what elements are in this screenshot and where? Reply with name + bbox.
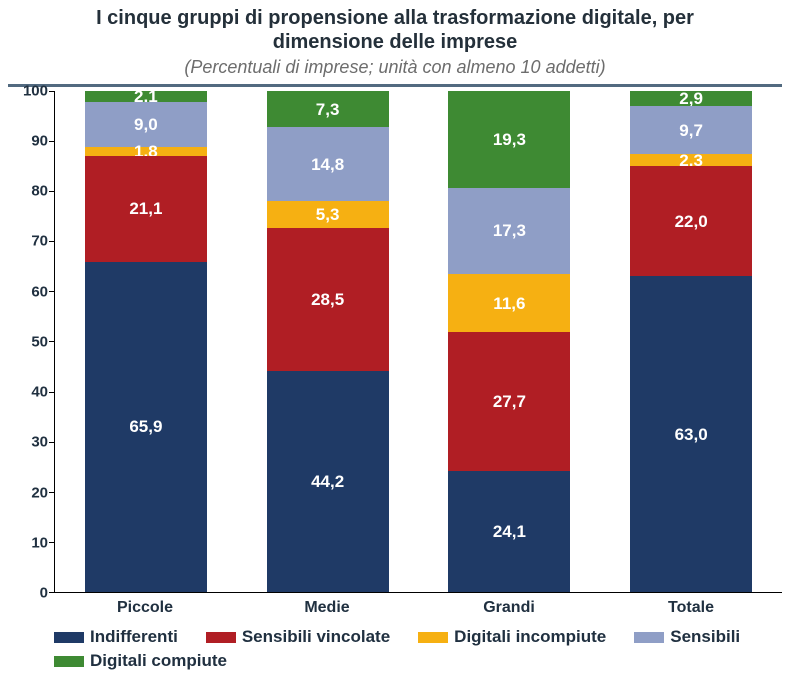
legend-item: Digitali compiute [54,651,227,671]
y-tick [49,341,55,342]
legend-item: Digitali incompiute [418,627,606,647]
y-tick-label: 10 [31,534,48,551]
bar-segment-digitali_compiute: 2,9 [630,91,752,106]
y-tick [49,291,55,292]
bar-value-label: 22,0 [675,213,708,230]
legend-swatch [634,632,664,643]
bar-value-label: 24,1 [493,523,526,540]
y-tick-label: 50 [31,333,48,350]
legend-label: Digitali incompiute [454,627,606,647]
legend-item: Indifferenti [54,627,178,647]
bar-value-label: 9,0 [134,116,158,133]
y-tick-label: 60 [31,283,48,300]
bar-column: 2,9 9,7 2,3 22,0 63,0 [630,91,752,592]
bar-segment-digitali_incompiute: 11,6 [448,274,570,332]
title-rule [8,84,782,87]
chart-area: 0102030405060708090100 2,19,01,821,165,9… [8,91,782,593]
bar-value-label: 27,7 [493,393,526,410]
bar-segment-sensibili_vincolate: 21,1 [85,156,207,262]
chart-title-line2: dimensione delle imprese [273,31,518,53]
y-tick-label: 0 [40,585,48,602]
y-tick [49,241,55,242]
y-tick [49,191,55,192]
y-tick [49,91,55,92]
y-tick-label: 80 [31,183,48,200]
bar-segment-indifferenti: 63,0 [630,276,752,592]
bar-segment-sensibili: 14,8 [267,127,389,201]
y-tick [49,492,55,493]
legend-label: Sensibili [670,627,740,647]
bar-value-label: 7,3 [316,101,340,118]
bars-container: 2,19,01,821,165,97,314,85,328,544,219,31… [55,91,782,592]
x-tick-label: Medie [266,599,388,617]
y-tick-label: 90 [31,133,48,150]
bar-value-label: 17,3 [493,222,526,239]
chart-subtitle: (Percentuali di imprese; unità con almen… [8,57,782,78]
bar-column: 2,1 9,0 1,8 21,1 65,9 [85,91,207,592]
bar-segment-sensibili_vincolate: 28,5 [267,228,389,371]
bar-segment-digitali_incompiute: 5,3 [267,201,389,228]
legend-swatch [206,632,236,643]
legend-label: Sensibili vincolate [242,627,390,647]
x-tick-label: Piccole [84,599,206,617]
x-axis: Piccole Medie Grandi Totale [54,599,782,617]
y-tick-label: 20 [31,484,48,501]
bar-segment-digitali_incompiute: 1,8 [85,147,207,156]
y-tick [49,542,55,543]
legend-swatch [54,632,84,643]
chart-title-line1: I cinque gruppi di propensione alla tras… [96,7,694,29]
legend-label: Digitali compiute [90,651,227,671]
legend-swatch [418,632,448,643]
bar-segment-sensibili: 9,7 [630,106,752,155]
bar-segment-digitali_compiute: 2,1 [85,91,207,102]
bar-segment-digitali_compiute: 19,3 [448,91,570,188]
chart-title: I cinque gruppi di propensione alla tras… [8,6,782,55]
y-tick [49,592,55,593]
bar-segment-sensibili: 17,3 [448,188,570,275]
y-axis: 0102030405060708090100 [8,91,54,593]
bar-segment-sensibili_vincolate: 27,7 [448,332,570,471]
bar-value-label: 44,2 [311,473,344,490]
y-tick-label: 40 [31,384,48,401]
bar-segment-sensibili_vincolate: 22,0 [630,166,752,276]
y-tick-label: 30 [31,434,48,451]
bar-value-label: 11,6 [493,295,525,312]
bar-value-label: 28,5 [311,291,344,308]
bar-segment-digitali_compiute: 7,3 [267,91,389,128]
y-tick [49,392,55,393]
bar-value-label: 5,3 [316,206,340,223]
legend-label: Indifferenti [90,627,178,647]
y-tick-label: 70 [31,233,48,250]
legend-swatch [54,656,84,667]
bar-segment-digitali_incompiute: 2,3 [630,154,752,166]
y-tick-label: 100 [23,82,48,99]
y-tick [49,141,55,142]
bar-segment-indifferenti: 24,1 [448,471,570,592]
x-tick-label: Grandi [448,599,570,617]
bar-value-label: 63,0 [675,426,708,443]
legend: Indifferenti Sensibili vincolate Digitali … [54,627,782,671]
x-tick-label: Totale [630,599,752,617]
bar-value-label: 21,1 [129,200,162,217]
bar-segment-indifferenti: 44,2 [267,371,389,592]
bar-segment-indifferenti: 65,9 [85,262,207,592]
chart-figure: I cinque gruppi di propensione alla tras… [0,0,790,675]
bar-value-label: 9,7 [679,122,703,139]
bar-value-label: 2,9 [679,90,703,107]
bar-column: 19,3 17,3 11,6 27,7 24,1 [448,91,570,592]
bar-value-label: 19,3 [493,131,526,148]
legend-item: Sensibili [634,627,740,647]
bar-value-label: 14,8 [311,156,344,173]
bar-column: 7,3 14,8 5,3 28,5 44,2 [267,91,389,592]
legend-item: Sensibili vincolate [206,627,390,647]
plot-area: 2,19,01,821,165,97,314,85,328,544,219,31… [54,91,782,593]
bar-segment-sensibili: 9,0 [85,102,207,147]
y-tick [49,442,55,443]
bar-value-label: 65,9 [129,418,162,435]
